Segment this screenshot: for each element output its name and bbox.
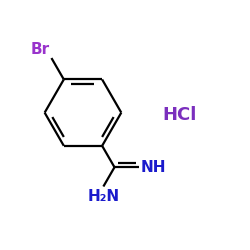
Text: NH: NH [140, 160, 166, 175]
Text: Br: Br [31, 42, 50, 57]
Text: H₂N: H₂N [87, 189, 120, 204]
Text: HCl: HCl [162, 106, 196, 124]
